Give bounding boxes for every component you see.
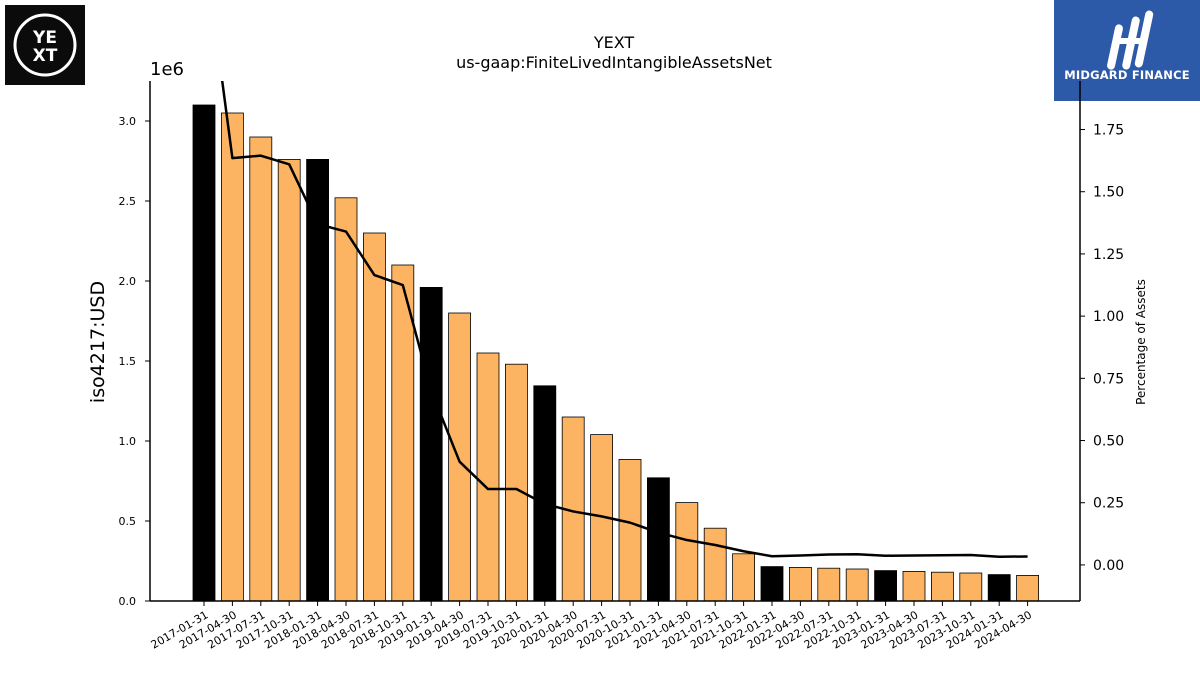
bar [476,352,500,602]
y2-tick-label: 0.50 [1093,434,1124,450]
bar [675,502,699,602]
bar-series [192,104,1039,602]
percentage-line [220,81,1028,558]
line-series [220,81,1028,558]
y-axis-label: iso4217:USD [87,281,109,403]
bar [902,571,926,602]
bar [987,574,1011,602]
bar [817,567,841,602]
y2-axis-label: Percentage of Assets [1134,279,1148,405]
y2-tick-label: 1.00 [1093,309,1124,325]
y-tick-label: 2.0 [119,275,137,288]
chart-title: YEXT [593,33,635,52]
bar [959,572,983,602]
bar [789,567,812,602]
chart-subtitle: us-gaap:FiniteLivedIntangibleAssetsNet [456,53,772,72]
bar [277,158,301,602]
bar [220,112,244,602]
bar [1016,575,1039,602]
y2-tick-label: 0.25 [1093,496,1124,512]
midgard-emblem-icon [1107,10,1154,70]
bar [845,568,869,602]
bar [249,136,273,602]
y-tick-label: 0.5 [119,515,137,528]
brand-name: MIDGARD FINANCE [1064,68,1190,82]
svg-text:XT: XT [33,46,58,66]
bar [192,104,216,602]
y2-tick-label: 0.00 [1093,558,1124,574]
bar [419,286,443,602]
bar [448,312,472,602]
y2-tick-label: 1.75 [1093,123,1124,139]
y-tick-label: 1.5 [119,355,137,368]
yext-logo: YE XT [5,5,85,85]
bar [874,570,897,602]
bar [647,477,670,602]
bar [931,571,954,602]
y-tick-label: 0.0 [119,595,137,608]
y-tick-label: 2.5 [119,195,137,208]
bar [703,527,727,602]
y2-tick-label: 0.75 [1093,371,1124,387]
bar [504,363,528,602]
y-offset-label: 1e6 [150,59,184,80]
yext-logo-mark: YE XT [13,13,77,77]
y-tick-label: 3.0 [119,115,137,128]
y2-tick-label: 1.50 [1093,185,1124,201]
bar [618,458,642,602]
bar [334,197,358,602]
axis-labels: 0.0 0.5 1.0 1.5 2.0 2.5 3.0 0.00 0.25 0.50 0.75 1.0… [87,59,1148,652]
bar [362,232,386,602]
axes [145,81,1085,606]
bar [533,385,557,602]
bar [732,553,755,602]
midgard-finance-logo: MIDGARD FINANCE [1054,0,1200,101]
bar [760,566,784,602]
svg-text:YE: YE [32,28,57,48]
y-tick-label: 1.0 [119,435,137,448]
y2-tick-label: 1.25 [1093,247,1124,263]
